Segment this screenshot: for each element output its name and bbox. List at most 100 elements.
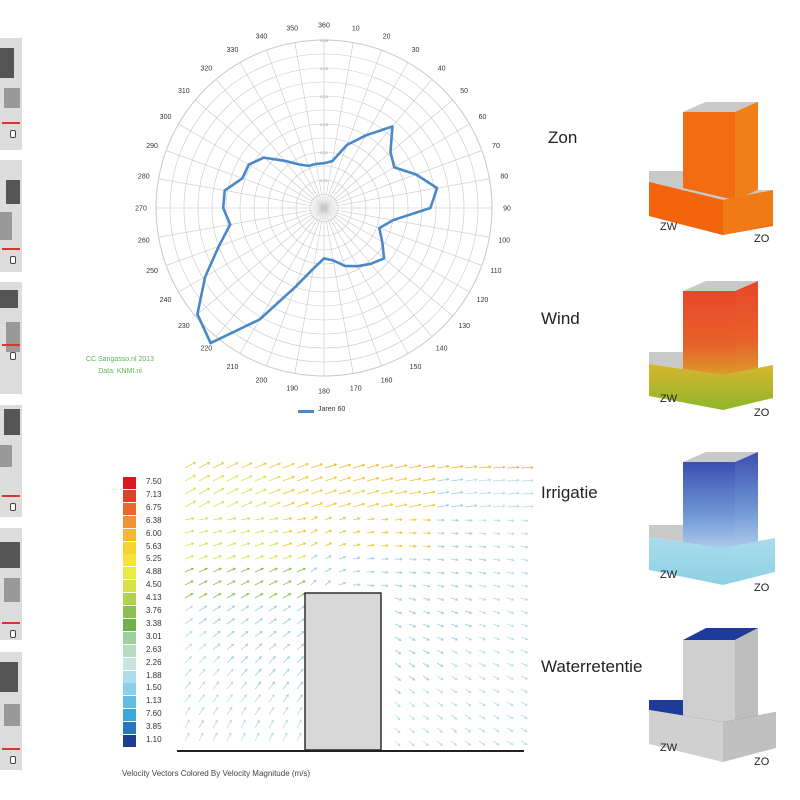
thumbnail-5[interactable] [0, 528, 22, 640]
velocity-legend-row: 4.50 [120, 579, 210, 593]
velocity-vector-head [497, 558, 501, 562]
velocity-vector [212, 488, 224, 495]
rose-angle-label: 210 [227, 364, 239, 371]
velocity-vector-head [413, 571, 417, 575]
velocity-vector-head [219, 517, 223, 521]
velocity-vector [464, 545, 472, 548]
velocity-vector-head [441, 597, 445, 601]
thumbnail-2[interactable] [0, 160, 22, 272]
velocity-vector-head [468, 729, 472, 733]
velocity-vector [450, 636, 458, 641]
rose-spoke [323, 123, 470, 209]
velocity-vector-head [525, 545, 529, 549]
velocity-vector-head [244, 681, 248, 685]
velocity-vector [324, 580, 331, 586]
velocity-vector-head [496, 650, 501, 654]
rose-spoke [178, 123, 325, 209]
velocity-vector [184, 707, 191, 716]
velocity-vector-head [261, 529, 265, 533]
velocity-vector-head [454, 624, 459, 628]
velocity-vector [212, 605, 221, 612]
velocity-legend-swatch [123, 489, 136, 502]
velocity-vector [478, 740, 485, 746]
velocity-vector [282, 643, 290, 651]
velocity-vector-head [425, 730, 430, 734]
velocity-vector [282, 694, 289, 703]
series-point [204, 275, 206, 278]
velocity-vector [408, 675, 415, 681]
velocity-vector [520, 636, 528, 640]
velocity-vector-head [397, 691, 401, 695]
rose-spoke [195, 99, 325, 209]
velocity-vector-head [482, 677, 486, 680]
velocity-vector-head [483, 611, 487, 615]
velocity-vector-head [231, 618, 235, 622]
velocity-vector-head [496, 676, 500, 680]
velocity-vector [492, 532, 500, 535]
thumbnail-4[interactable] [0, 405, 22, 517]
velocity-vector [254, 593, 263, 599]
thumbnail-6[interactable] [0, 652, 22, 770]
series-point [258, 318, 261, 321]
rose-spoke [323, 42, 354, 209]
series-point [381, 240, 384, 243]
velocity-vector-head [291, 488, 295, 492]
velocity-vector-head [412, 624, 417, 628]
velocity-vector [408, 610, 416, 614]
velocity-vector [506, 571, 514, 574]
velocity-vector [296, 463, 309, 469]
velocity-vector-head [303, 542, 307, 546]
velocity-vector [436, 491, 449, 495]
velocity-vector [492, 597, 500, 601]
velocity-vector-head [205, 517, 209, 521]
velocity-vector-head [404, 464, 408, 468]
velocity-vector-head [496, 690, 500, 693]
series-point [298, 163, 300, 166]
velocity-vector [478, 701, 486, 707]
velocity-vector [198, 643, 206, 651]
rose-angle-label: 10 [352, 25, 360, 32]
velocity-vector-head [454, 716, 458, 720]
velocity-vector [212, 555, 222, 560]
velocity-vector [394, 675, 401, 681]
rose-angle-label: 20 [383, 34, 391, 41]
velocity-vector [492, 571, 500, 574]
velocity-vector-head [510, 689, 514, 693]
velocity-vector [352, 557, 360, 560]
velocity-legend-value: 5.63 [146, 541, 162, 551]
velocity-vector [226, 656, 234, 664]
rose-angle-label: 340 [256, 34, 268, 41]
velocity-vector [408, 701, 415, 707]
velocity-vector-head [469, 597, 473, 601]
velocity-vector-head [497, 571, 501, 575]
rose-angle-label: 190 [286, 386, 298, 393]
velocity-vector [422, 491, 435, 495]
velocity-vector-head [204, 593, 208, 596]
velocity-vector [226, 605, 235, 612]
velocity-vector-head [245, 643, 249, 647]
thumbnail-1[interactable] [0, 38, 22, 150]
velocity-vector [268, 593, 277, 599]
wind-rose-radial-labels: 0,06 0,05 0,04 0,03 0,02 0,01 [320, 38, 329, 183]
velocity-vector [450, 571, 458, 574]
velocity-vector-head [427, 597, 431, 601]
thumbnail-3[interactable] [0, 282, 22, 394]
velocity-vector-head [301, 630, 305, 634]
velocity-vector-head [469, 584, 473, 588]
velocity-vector [198, 555, 208, 560]
series-point [344, 265, 346, 267]
velocity-vector-head [474, 465, 478, 469]
velocity-vector-head [314, 516, 318, 520]
velocity-legend-value: 7.13 [146, 489, 162, 499]
velocity-vector [198, 707, 205, 716]
velocity-vector-head [497, 611, 501, 615]
velocity-vector [212, 593, 221, 599]
velocity-vector-head [302, 555, 307, 558]
rose-spoke [215, 79, 325, 209]
velocity-legend-swatch [123, 593, 136, 606]
velocity-vector-head [204, 605, 208, 609]
velocity-vector-head [319, 476, 324, 480]
velocity-vector [436, 571, 444, 574]
rose-angle-label: 350 [286, 25, 298, 32]
velocity-vector [184, 530, 194, 534]
